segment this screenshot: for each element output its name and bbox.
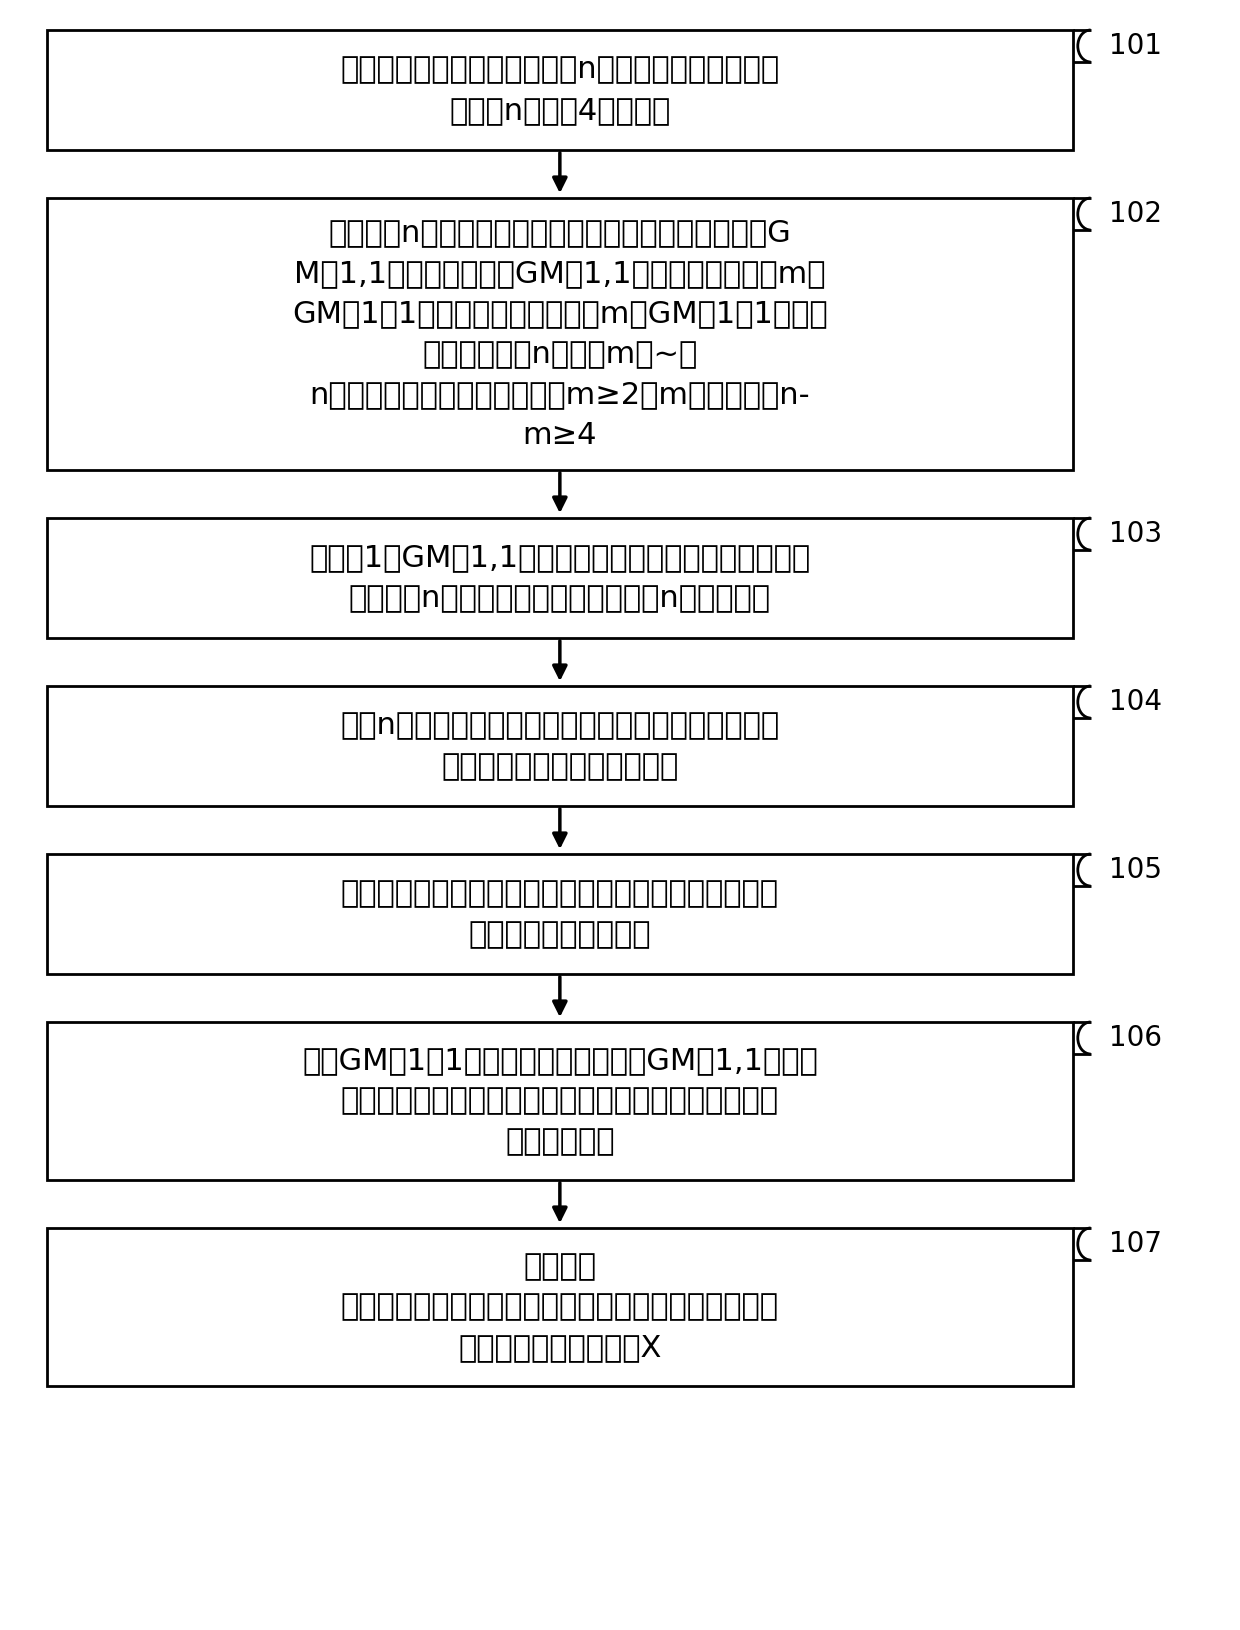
Text: 根据连续n年的实际体积收缩率，结合灰色理论，建立G
M（1,1）预测模型群，GM（1,1）预测模型群包括m个
GM（1，1）预测模型，其中，第m个GM（1，1）: 根据连续n年的实际体积收缩率，结合灰色理论，建立G M（1,1）预测模型群，GM… [293,218,827,450]
Text: 102: 102 [1109,200,1162,228]
Text: 采用马尔科夫预测模型预测下一个年度盐穴地下储气库
溶腔体积收缩率的状态: 采用马尔科夫预测模型预测下一个年度盐穴地下储气库 溶腔体积收缩率的状态 [341,879,779,949]
Text: 104: 104 [1109,688,1162,716]
Bar [47,197,1073,469]
Text: 采用第1个GM（1,1）预测模型分别确定盐穴地下储气库
溶腔连续n年的预测体积收缩率，得到n个预测结果: 采用第1个GM（1,1）预测模型分别确定盐穴地下储气库 溶腔连续n年的预测体积收… [309,543,811,613]
Bar [47,854,1073,975]
Text: 101: 101 [1109,33,1162,60]
Text: 103: 103 [1109,520,1162,548]
Text: 获取盐穴地下储气库溶腔连续n年的实际体积收缩率，
其中，n为大于4的正整数: 获取盐穴地下储气库溶腔连续n年的实际体积收缩率， 其中，n为大于4的正整数 [340,55,780,126]
Text: 106: 106 [1109,1024,1162,1051]
Text: 根据前述
平均值和体积收缩率的状态，确定下一个年度盐穴地下
储气库溶腔体积收缩率X: 根据前述 平均值和体积收缩率的状态，确定下一个年度盐穴地下 储气库溶腔体积收缩率… [341,1252,779,1363]
Bar [47,686,1073,805]
Bar [47,1022,1073,1180]
Bar [47,1227,1073,1386]
Bar [47,29,1073,150]
Bar [47,518,1073,637]
Text: 根据n个预测结果，建立盐穴地下储气库溶腔体积收缩
率的状态的马尔科夫预测模型: 根据n个预测结果，建立盐穴地下储气库溶腔体积收缩 率的状态的马尔科夫预测模型 [340,711,780,781]
Text: 107: 107 [1109,1231,1162,1258]
Text: 105: 105 [1109,856,1162,883]
Text: 确定GM（1，1）预测模型群中的所有GM（1,1）预测
模型的下一个年度盐穴地下储气库溶腔体积收缩率的预
测值的平均值: 确定GM（1，1）预测模型群中的所有GM（1,1）预测 模型的下一个年度盐穴地下… [303,1046,817,1156]
